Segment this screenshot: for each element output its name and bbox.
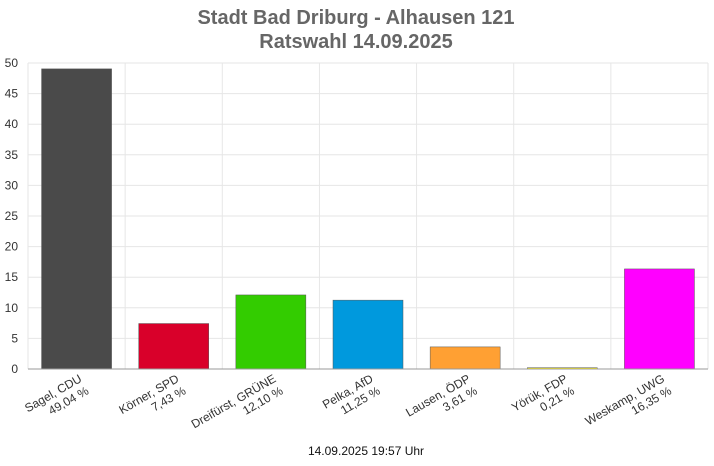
- y-axis: 0 5 10 15 20 25 30 35 40 45 50: [5, 56, 19, 376]
- y-tick-label: 10: [5, 301, 19, 315]
- bar: [235, 294, 307, 370]
- bar: [429, 346, 501, 370]
- y-tick-label: 15: [5, 270, 19, 284]
- bar: [138, 323, 209, 370]
- y-tick-label: 35: [5, 148, 19, 162]
- y-tick-label: 30: [5, 178, 19, 192]
- y-tick-label: 25: [5, 209, 19, 223]
- chart-title: Stadt Bad Driburg - Alhausen 121: [197, 7, 514, 29]
- bar: [624, 268, 695, 370]
- grid-lines: [27, 62, 709, 370]
- bar: [41, 68, 112, 370]
- chart-footer: 14.09.2025 19:57 Uhr: [308, 444, 424, 458]
- bar: [332, 299, 404, 370]
- y-tick-label: 45: [5, 87, 19, 101]
- y-tick-label: 40: [5, 117, 19, 131]
- chart-subtitle: Ratswahl 14.09.2025: [259, 31, 452, 53]
- bars: [41, 68, 695, 370]
- y-tick-label: 20: [5, 240, 19, 254]
- y-tick-label: 50: [5, 56, 19, 70]
- y-tick-label: 0: [11, 362, 18, 376]
- y-tick-label: 5: [11, 331, 18, 345]
